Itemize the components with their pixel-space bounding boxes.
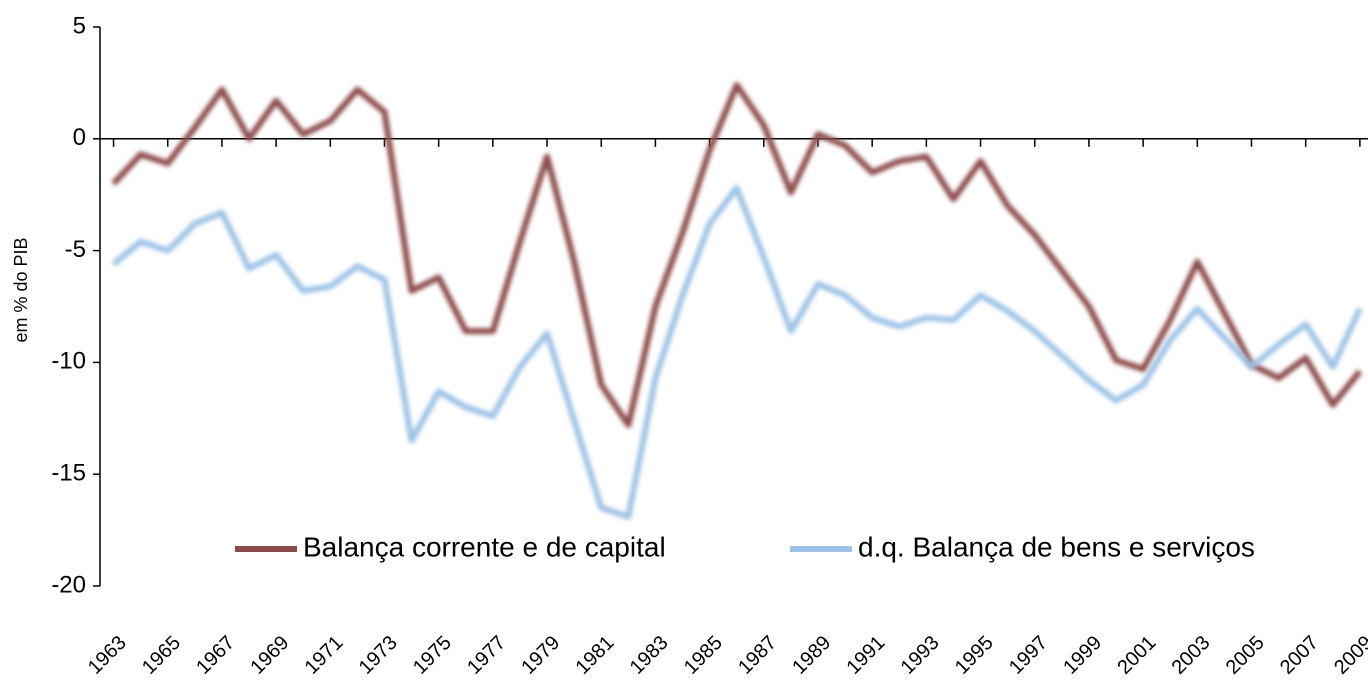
x-tick-label: 1999 — [1059, 632, 1106, 679]
x-tick-label: 1969 — [246, 632, 293, 679]
x-tick-label: 1971 — [301, 632, 348, 679]
y-tick-label: -15 — [51, 460, 86, 487]
x-tick-label: 1991 — [842, 632, 889, 679]
x-tick-label: 1979 — [517, 632, 564, 679]
x-tick-label: 1983 — [626, 632, 673, 679]
y-tick-label: 0 — [73, 124, 86, 151]
x-tick-label: 1973 — [355, 632, 402, 679]
x-tick-label: 1975 — [409, 632, 456, 679]
x-tick-label: 2001 — [1113, 632, 1160, 679]
series-line — [111, 184, 1363, 520]
x-tick-label: 1989 — [788, 632, 835, 679]
x-tick-label: 2007 — [1276, 632, 1323, 679]
x-tick-label: 1967 — [192, 632, 239, 679]
y-tick-label: -10 — [51, 348, 86, 375]
x-tick-label: 1963 — [84, 632, 131, 679]
x-tick-label: 2003 — [1168, 632, 1215, 679]
x-tick-label: 2009 — [1330, 632, 1368, 679]
legend-label: Balança corrente e de capital — [303, 531, 666, 562]
x-tick-label: 1997 — [1005, 632, 1052, 679]
legend-label: d.q. Balança de bens e serviços — [858, 531, 1255, 562]
y-tick-label: -20 — [51, 571, 86, 598]
x-tick-label: 1981 — [571, 632, 618, 679]
y-axis-label: em % do PIB — [11, 237, 31, 342]
x-tick-label: 1985 — [680, 632, 727, 679]
x-tick-label: 1995 — [951, 632, 998, 679]
x-tick-label: 1993 — [897, 632, 944, 679]
y-tick-label: 5 — [73, 12, 86, 39]
x-tick-label: 1987 — [734, 632, 781, 679]
series-line — [111, 82, 1363, 429]
y-tick-label: -5 — [65, 236, 86, 263]
x-tick-label: 2005 — [1222, 632, 1269, 679]
x-tick-label: 1965 — [138, 632, 185, 679]
x-tick-label: 1977 — [463, 632, 510, 679]
